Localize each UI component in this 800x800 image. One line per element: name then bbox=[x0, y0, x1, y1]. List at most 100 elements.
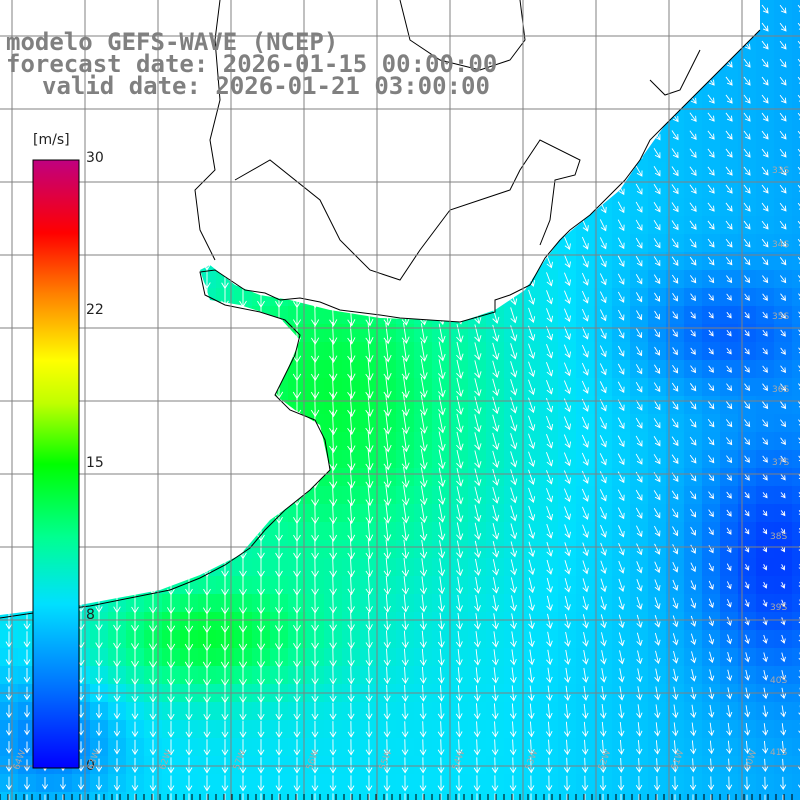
field-cell bbox=[342, 414, 361, 433]
wind-arrow bbox=[474, 576, 482, 594]
wind-arrow bbox=[528, 379, 536, 396]
wind-arrow bbox=[672, 615, 679, 628]
wind-arrow bbox=[492, 378, 500, 397]
field-cell bbox=[666, 774, 685, 793]
wind-arrow bbox=[726, 347, 732, 355]
wind-arrow bbox=[671, 238, 679, 249]
wind-arrow bbox=[401, 358, 410, 381]
wind-arrow bbox=[546, 470, 554, 485]
field-cell bbox=[792, 108, 800, 127]
wind-arrow bbox=[708, 633, 715, 645]
wind-arrow bbox=[260, 793, 262, 800]
wind-arrow bbox=[762, 723, 769, 736]
field-cell bbox=[324, 414, 343, 433]
wind-arrow bbox=[798, 766, 800, 770]
wind-arrow bbox=[672, 740, 679, 755]
field-cell bbox=[630, 738, 649, 757]
wind-arrow bbox=[257, 775, 265, 792]
wind-arrow bbox=[654, 346, 660, 356]
wind-arrow bbox=[564, 613, 571, 629]
wind-arrow bbox=[564, 542, 571, 557]
wind-arrow bbox=[582, 542, 589, 557]
wind-arrow bbox=[582, 632, 589, 647]
wind-arrow bbox=[635, 237, 643, 249]
wind-arrow bbox=[725, 76, 733, 86]
wind-arrow bbox=[347, 447, 356, 471]
field-cell bbox=[720, 792, 739, 800]
wind-arrow bbox=[689, 400, 697, 410]
wind-arrow bbox=[690, 293, 696, 302]
wind-arrow bbox=[762, 528, 768, 535]
field-cell bbox=[360, 432, 379, 451]
wind-arrow bbox=[671, 508, 679, 519]
wind-arrow bbox=[456, 504, 464, 523]
field-cell bbox=[306, 666, 325, 685]
wind-arrow bbox=[779, 40, 787, 50]
field-cell bbox=[18, 648, 37, 667]
wind-arrow bbox=[743, 166, 751, 176]
wind-arrow bbox=[653, 758, 661, 773]
wind-arrow bbox=[744, 722, 751, 736]
field-cell bbox=[144, 792, 163, 800]
wind-arrow bbox=[329, 322, 338, 345]
wind-arrow bbox=[347, 739, 355, 756]
wind-arrow bbox=[689, 220, 697, 230]
wind-arrow bbox=[672, 668, 679, 682]
wind-arrow bbox=[401, 721, 409, 738]
wind-arrow bbox=[725, 401, 733, 410]
field-cell bbox=[396, 792, 415, 800]
field-cell bbox=[306, 558, 325, 577]
wind-arrow bbox=[780, 528, 786, 535]
wind-arrow bbox=[548, 793, 550, 800]
wind-arrow bbox=[546, 290, 554, 305]
field-cell bbox=[648, 774, 667, 793]
field-cell bbox=[126, 774, 145, 793]
wind-arrow bbox=[510, 505, 518, 522]
wind-arrow bbox=[744, 437, 751, 446]
wind-arrow bbox=[419, 449, 428, 470]
field-cell bbox=[270, 666, 289, 685]
wind-arrow bbox=[689, 454, 697, 464]
field-cell bbox=[306, 648, 325, 667]
field-cell bbox=[306, 540, 325, 559]
wind-arrow bbox=[779, 238, 787, 248]
wind-arrow bbox=[311, 757, 319, 774]
wind-arrow bbox=[419, 376, 428, 398]
field-cell bbox=[234, 738, 253, 757]
wind-arrow bbox=[690, 347, 696, 355]
wind-arrow bbox=[347, 557, 356, 578]
field-cell bbox=[378, 792, 397, 800]
wind-arrow bbox=[780, 564, 786, 571]
field-cell bbox=[252, 648, 271, 667]
wind-arrow bbox=[726, 740, 733, 755]
wind-arrow bbox=[95, 648, 103, 667]
wind-arrow bbox=[275, 775, 283, 792]
wind-arrow bbox=[545, 703, 553, 720]
wind-arrow bbox=[365, 612, 373, 631]
wind-arrow bbox=[689, 383, 697, 392]
field-cell bbox=[216, 666, 235, 685]
wind-arrow bbox=[690, 562, 696, 573]
field-cell bbox=[324, 738, 343, 757]
wind-arrow bbox=[528, 307, 536, 323]
wind-arrow bbox=[510, 451, 518, 468]
wind-arrow bbox=[743, 58, 751, 68]
colorbar-gradient bbox=[32, 159, 80, 769]
field-cell bbox=[108, 720, 127, 739]
lat-label: 39S bbox=[770, 603, 788, 613]
wind-arrow bbox=[725, 776, 733, 791]
wind-arrow bbox=[419, 467, 428, 488]
field-cell bbox=[234, 666, 253, 685]
wind-arrow bbox=[134, 793, 136, 800]
field-cell bbox=[234, 774, 253, 793]
wind-arrow bbox=[707, 220, 715, 230]
field-cell bbox=[792, 702, 800, 721]
field-cell bbox=[360, 504, 379, 523]
wind-arrow bbox=[239, 702, 247, 721]
wind-arrow bbox=[582, 703, 589, 719]
wind-arrow bbox=[419, 666, 427, 684]
wind-arrow bbox=[512, 793, 514, 800]
field-cell bbox=[288, 666, 307, 685]
wind-arrow bbox=[708, 722, 715, 737]
